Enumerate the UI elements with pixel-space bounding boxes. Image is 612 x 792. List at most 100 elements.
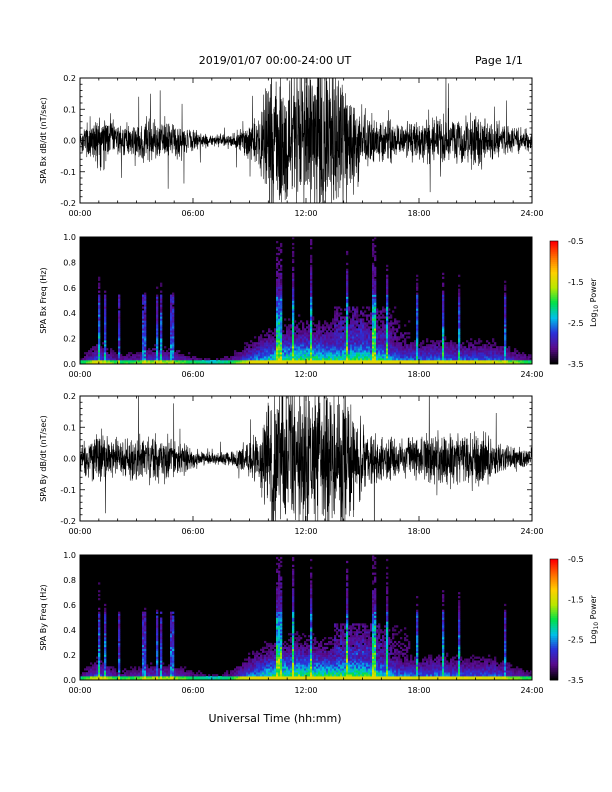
spectrogram-cell xyxy=(114,678,117,681)
spectrogram-cell xyxy=(454,354,457,357)
spectrogram-cell xyxy=(160,660,163,663)
spectrogram-cell xyxy=(160,316,163,319)
spectrogram-cell xyxy=(252,658,255,661)
spectrogram-cell xyxy=(344,324,347,327)
spectrogram-cell xyxy=(156,300,159,303)
x-tick-label: 18:00 xyxy=(407,370,430,379)
spectrogram-cell xyxy=(292,298,295,301)
spectrogram-cell xyxy=(374,350,377,353)
spectrogram-cell xyxy=(336,324,339,327)
spectrogram-cell xyxy=(246,360,249,363)
spectrogram-cell xyxy=(310,340,313,343)
spectrogram-cell xyxy=(276,650,279,653)
spectrogram-cell xyxy=(370,314,373,317)
spectrogram-cell xyxy=(156,642,159,646)
spectrogram-cell xyxy=(230,672,233,675)
spectrogram-cell xyxy=(426,348,429,351)
spectrogram-cell xyxy=(490,358,493,361)
spectrogram-cell xyxy=(366,342,369,345)
spectrogram-cell xyxy=(98,314,101,317)
spectrogram-cell xyxy=(280,617,283,620)
spectrogram-cell xyxy=(308,328,311,331)
spectrogram-cell xyxy=(172,360,175,363)
spectrogram-cell xyxy=(330,354,333,357)
spectrogram-cell xyxy=(174,678,177,681)
spectrogram-cell xyxy=(292,326,295,329)
spectrogram-cell xyxy=(276,629,279,632)
spectrogram-cell xyxy=(468,356,471,359)
spectrogram-cell xyxy=(280,656,283,659)
spectrogram-cell xyxy=(310,274,313,277)
spectrogram-cell xyxy=(372,320,375,323)
spectrogram-cell xyxy=(150,676,153,679)
spectrogram-cell xyxy=(282,656,285,659)
spectrogram-cell xyxy=(432,352,435,355)
spectrogram-cell xyxy=(298,344,301,347)
spectrogram-cell xyxy=(304,328,307,331)
spectrogram-cell xyxy=(344,354,347,357)
spectrogram-cell xyxy=(248,356,251,359)
spectrogram-cell xyxy=(456,352,459,355)
spectrogram-cell xyxy=(374,306,377,309)
spectrogram-cell xyxy=(394,348,397,351)
spectrogram-cell xyxy=(518,358,521,361)
spectrogram-cell xyxy=(414,360,417,363)
spectrogram-cell xyxy=(98,629,101,632)
spectrogram-cell xyxy=(276,304,279,307)
spectrogram-cell xyxy=(96,656,99,659)
spectrogram-cell xyxy=(376,324,379,327)
spectrogram-cell xyxy=(88,676,91,679)
spectrogram-cell xyxy=(118,666,121,669)
spectrogram-cell xyxy=(104,654,107,657)
spectrogram-cell xyxy=(348,306,351,309)
spectrogram-cell xyxy=(320,344,323,347)
spectrogram-cell xyxy=(258,336,261,339)
spectrogram-cell xyxy=(310,308,313,311)
spectrogram-cell xyxy=(156,338,159,341)
spectrogram-cell xyxy=(386,354,389,357)
spectrogram-cell xyxy=(312,346,315,349)
spectrogram-cell xyxy=(442,330,445,333)
spectrogram-cell xyxy=(316,352,319,355)
spectrogram-cell xyxy=(144,611,147,614)
spectrogram-cell xyxy=(196,362,199,365)
spectrogram-cell xyxy=(292,296,295,299)
spectrogram-cell xyxy=(346,352,349,355)
spectrogram-cell xyxy=(112,670,115,673)
spectrogram-cell xyxy=(510,358,513,361)
spectrogram-cell xyxy=(382,350,385,353)
spectrogram-cell xyxy=(472,344,475,347)
spectrogram-cell xyxy=(86,678,89,681)
spectrogram-cell xyxy=(108,668,111,671)
spectrogram-cell xyxy=(458,352,461,355)
spectrogram-cell xyxy=(326,332,329,335)
spectrogram-cell xyxy=(414,356,417,359)
spectrogram-cell xyxy=(352,348,355,351)
spectrogram-cell xyxy=(144,358,147,361)
spectrogram-cell xyxy=(120,354,123,357)
spectrogram-cell xyxy=(320,326,323,329)
spectrogram-cell xyxy=(292,304,295,307)
spectrogram-cell xyxy=(144,642,147,646)
spectrogram-cell xyxy=(256,666,259,669)
spectrogram-cell xyxy=(440,348,443,351)
spectrogram-cell xyxy=(276,654,279,657)
spectrogram-cell xyxy=(370,334,373,337)
spectrogram-cell xyxy=(274,642,277,646)
spectrogram-cell xyxy=(372,336,375,339)
spectrogram-cell xyxy=(350,352,353,355)
spectrogram-cell xyxy=(272,342,275,345)
spectrogram-cell xyxy=(366,334,369,337)
spectrogram-cell xyxy=(252,664,255,667)
spectrogram-cell xyxy=(98,278,101,281)
spectrogram-cell xyxy=(476,358,479,361)
spectrogram-cell xyxy=(166,668,169,671)
spectrogram-cell xyxy=(170,304,173,307)
spectrogram-cell xyxy=(276,609,279,612)
spectrogram-cell xyxy=(150,356,153,359)
spectrogram-cell xyxy=(160,678,163,681)
spectrogram-cell xyxy=(106,674,109,677)
spectrogram-cell xyxy=(208,360,211,363)
spectrogram-cell xyxy=(372,284,375,287)
spectrogram-cell xyxy=(376,356,379,359)
